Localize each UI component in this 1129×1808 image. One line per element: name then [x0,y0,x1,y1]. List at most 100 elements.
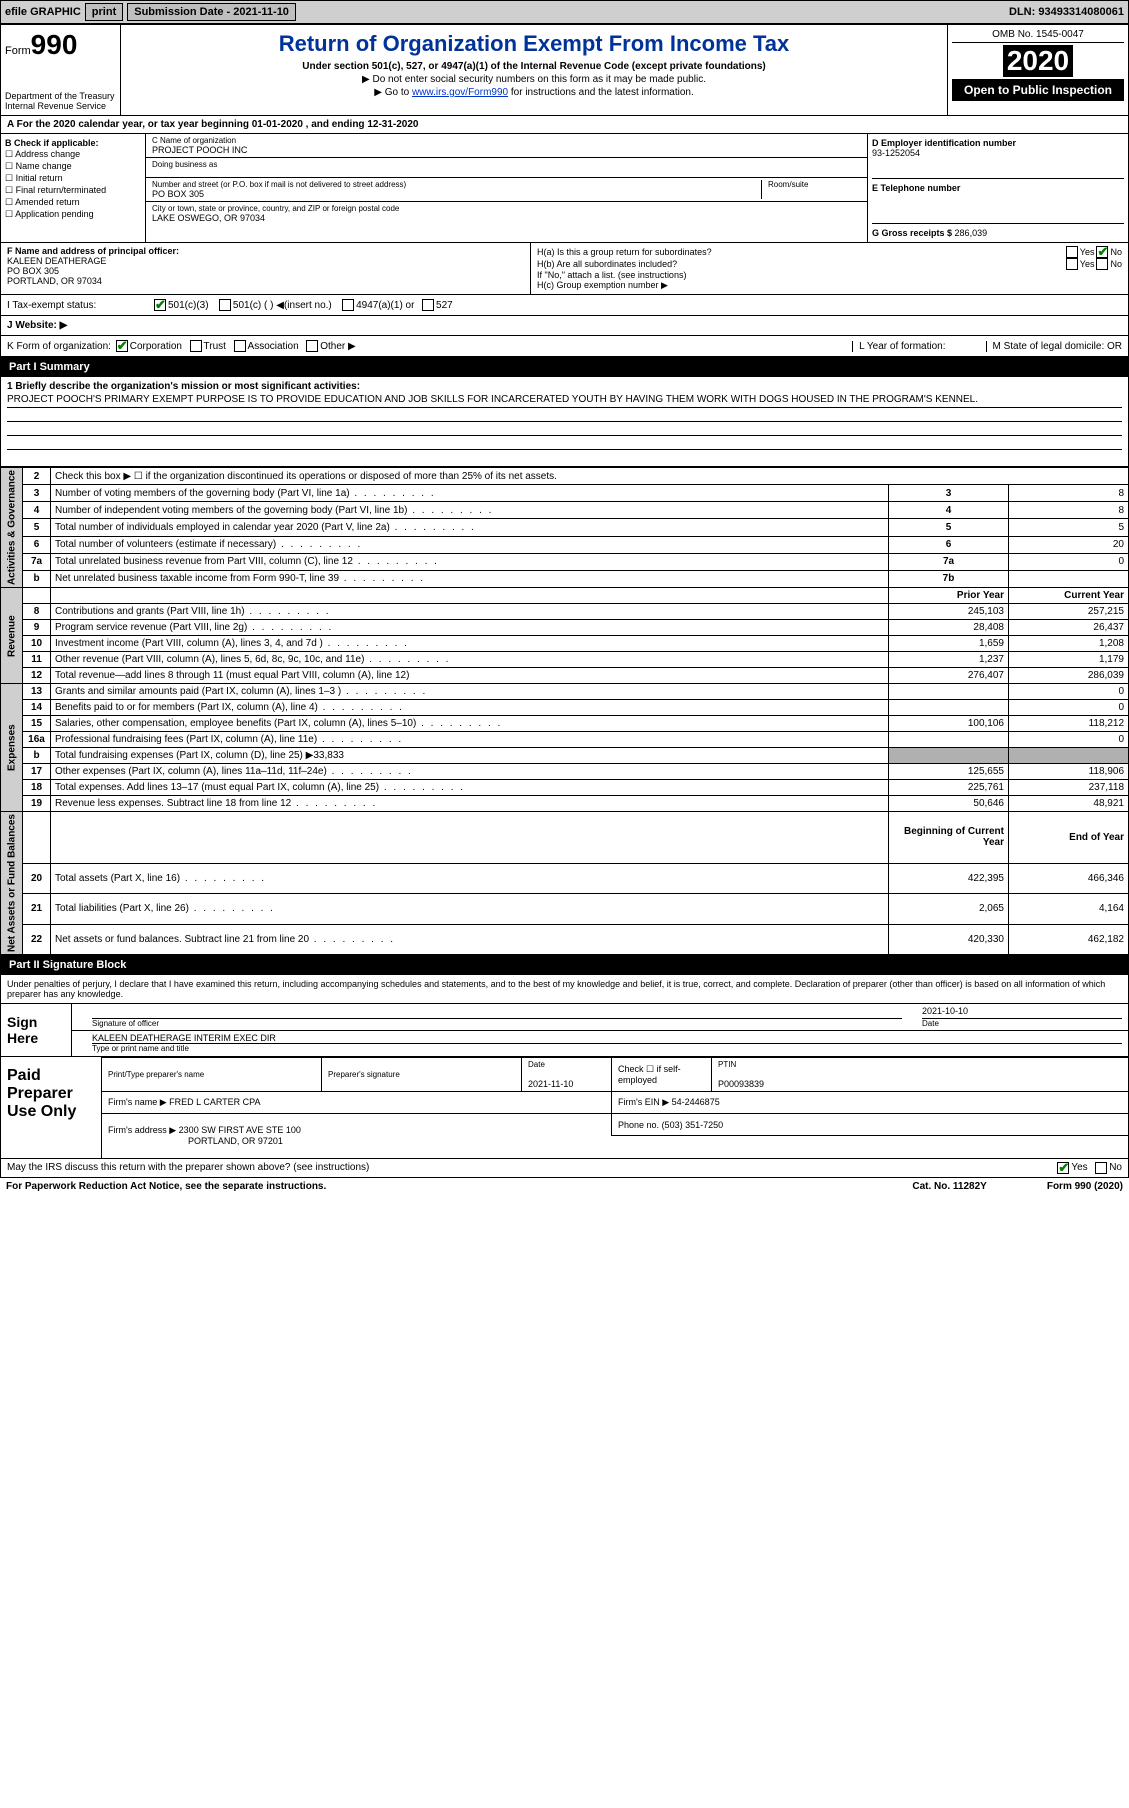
row-fh: F Name and address of principal officer:… [0,243,1129,295]
dln-label: DLN: 93493314080061 [1009,6,1124,18]
yes-label: Yes [1080,247,1095,257]
row-num: 18 [23,780,51,796]
irs-link[interactable]: www.irs.gov/Form990 [412,87,508,98]
hb-yes-checkbox[interactable] [1066,258,1078,270]
print-button[interactable]: print [85,3,123,21]
side-revenue: Revenue [1,588,23,684]
form-number: Form990 [5,29,116,61]
row-val: 5 [1009,519,1129,536]
note2-post: for instructions and the latest informat… [508,87,694,98]
main-table: Activities & Governance 2 Check this box… [0,467,1129,955]
section-f: F Name and address of principal officer:… [1,243,531,294]
firm-ein: 54-2446875 [672,1097,720,1107]
phone-val: (503) 351-7250 [662,1120,724,1130]
cb-app-pending[interactable]: ☐ Application pending [5,209,141,220]
omb-label: OMB No. 1545-0047 [952,29,1124,43]
officer-signature-field[interactable] [92,1006,902,1018]
mission-text: PROJECT POOCH'S PRIMARY EXEMPT PURPOSE I… [7,392,1122,408]
discuss-row: May the IRS discuss this return with the… [0,1159,1129,1178]
cb-501c[interactable] [219,299,231,311]
current-val: 26,437 [1009,620,1129,636]
preparer-section: Paid Preparer Use Only Print/Type prepar… [0,1057,1129,1159]
cb-label: Initial return [16,173,63,183]
firm-addr: 2300 SW FIRST AVE STE 100 [179,1125,301,1135]
org-name: PROJECT POOCH INC [152,145,247,155]
cb-527[interactable] [422,299,434,311]
current-val: 257,215 [1009,604,1129,620]
row-text: Other revenue (Part VIII, column (A), li… [51,652,889,668]
cb-amended[interactable]: ☐ Amended return [5,197,141,208]
prior-val: 50,646 [889,796,1009,812]
officer-city: PORTLAND, OR 97034 [7,276,102,286]
row-num: 15 [23,716,51,732]
cb-other[interactable] [306,340,318,352]
cb-label: Name change [16,161,72,171]
submission-date-label: Submission Date - 2021-11-10 [127,3,296,21]
row-text: Number of voting members of the governin… [51,485,889,502]
hb-no-checkbox[interactable] [1096,258,1108,270]
end-val: 466,346 [1009,863,1129,894]
ptin-val: P00093839 [718,1079,764,1089]
side-expenses: Expenses [1,684,23,812]
row-num: 4 [23,502,51,519]
prior-val [889,700,1009,716]
cb-trust[interactable] [190,340,202,352]
row-box: 5 [889,519,1009,536]
form-subtitle: Under section 501(c), 527, or 4947(a)(1)… [127,61,941,72]
section-abcdefg: B Check if applicable: ☐ Address change … [0,134,1129,243]
firm-ein-label: Firm's EIN ▶ [618,1097,669,1107]
m-label: M State of legal domicile: OR [986,341,1123,352]
side-netassets: Net Assets or Fund Balances [1,812,23,955]
bottom-notice: For Paperwork Reduction Act Notice, see … [0,1178,1129,1195]
current-val: 0 [1009,700,1129,716]
row-num: 5 [23,519,51,536]
cb-address-change[interactable]: ☐ Address change [5,149,141,160]
l-label: L Year of formation: [852,341,985,352]
current-val: 1,208 [1009,636,1129,652]
blank [51,588,889,604]
c-name-label: C Name of organization [152,136,247,145]
opt-501c3: 501(c)(3) [168,300,209,311]
blank [23,588,51,604]
row-text: Program service revenue (Part VIII, line… [51,620,889,636]
printed-label: Type or print name and title [92,1043,1122,1053]
opt-527: 527 [436,300,453,311]
cb-assoc[interactable] [234,340,246,352]
prep-date-val: 2021-11-10 [528,1079,573,1089]
firm-city: PORTLAND, OR 97201 [108,1136,283,1146]
opt-other: Other ▶ [320,341,355,352]
row-text: Total assets (Part X, line 16) [51,863,889,894]
cb-corp[interactable] [116,340,128,352]
form-note2: ▶ Go to www.irs.gov/Form990 for instruct… [127,87,941,98]
cb-final-return[interactable]: ☐ Final return/terminated [5,185,141,196]
row-box: 3 [889,485,1009,502]
ha-yes-checkbox[interactable] [1066,246,1078,258]
row-num: 10 [23,636,51,652]
prior-val [889,732,1009,748]
row-num: 21 [23,894,51,925]
yes-label: Yes [1071,1162,1087,1174]
row-text: Professional fundraising fees (Part IX, … [51,732,889,748]
section-b-header: B Check if applicable: [5,138,99,148]
discuss-yes-checkbox[interactable] [1057,1162,1069,1174]
cb-initial-return[interactable]: ☐ Initial return [5,173,141,184]
form-header: Form990 Department of the Treasury Inter… [0,24,1129,116]
cb-4947[interactable] [342,299,354,311]
row-num: 8 [23,604,51,620]
discuss-no-checkbox[interactable] [1095,1162,1107,1174]
cb-501c3[interactable] [154,299,166,311]
f-label: F Name and address of principal officer: [7,246,179,256]
no-label: No [1110,247,1122,257]
row-val [1009,570,1129,587]
open-to-public: Open to Public Inspection [952,79,1124,101]
website-row: J Website: ▶ [0,316,1129,336]
sign-here-label: Sign Here [1,1003,71,1056]
ha-no-checkbox[interactable] [1096,246,1108,258]
j-label: J Website: ▶ [7,320,67,331]
topbar: efile GRAPHIC print Submission Date - 20… [0,0,1129,24]
row-num: b [23,748,51,764]
mission-blank [7,422,1122,436]
cb-name-change[interactable]: ☐ Name change [5,161,141,172]
no-label: No [1109,1162,1122,1174]
addr-label: Number and street (or P.O. box if mail i… [152,180,761,189]
